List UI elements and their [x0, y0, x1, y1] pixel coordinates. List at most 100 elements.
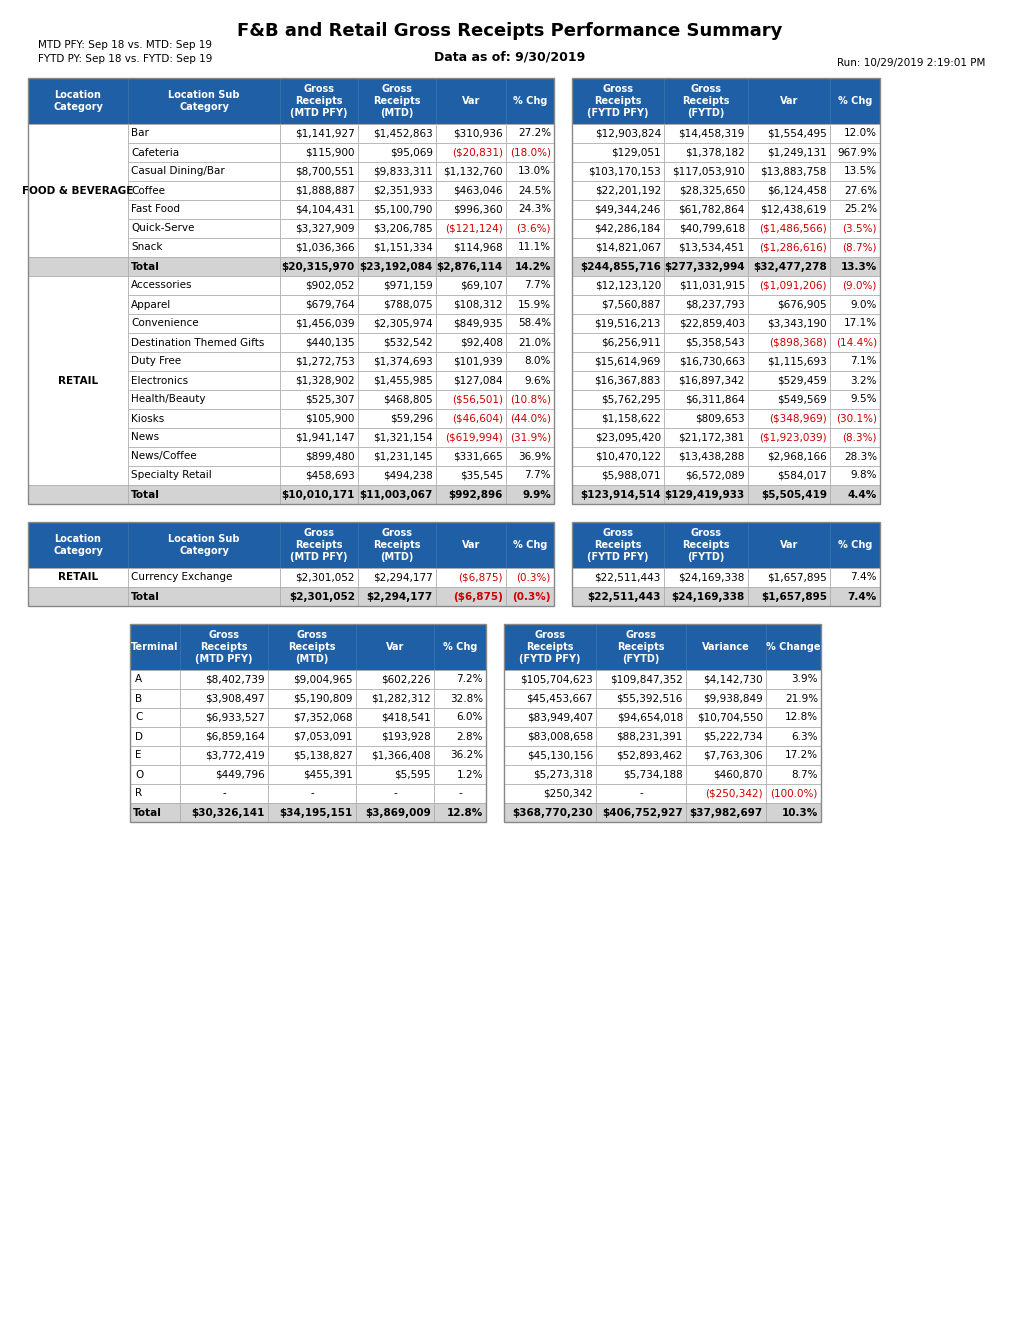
Text: 9.8%: 9.8%	[850, 470, 876, 480]
Text: $418,541: $418,541	[381, 713, 431, 722]
Text: ($20,831): ($20,831)	[451, 148, 502, 157]
Text: -: -	[392, 788, 396, 799]
Text: ($250,342): ($250,342)	[705, 788, 762, 799]
Bar	[435, 521, 505, 568]
Text: $22,859,403: $22,859,403	[678, 318, 744, 329]
Bar	[127, 294, 280, 314]
Text: ($898,368): ($898,368)	[768, 338, 826, 347]
Bar	[572, 294, 663, 314]
Text: $16,367,883: $16,367,883	[594, 375, 660, 385]
Bar	[435, 352, 505, 371]
Text: 8.7%: 8.7%	[791, 770, 817, 780]
Bar	[663, 162, 747, 181]
Bar	[686, 803, 765, 822]
Bar	[572, 78, 879, 504]
Text: 14.2%: 14.2%	[515, 261, 550, 272]
Bar	[829, 257, 879, 276]
Bar	[28, 78, 553, 504]
Bar	[686, 671, 765, 689]
Text: 25.2%: 25.2%	[843, 205, 876, 214]
Bar	[829, 371, 879, 389]
Text: $6,933,527: $6,933,527	[205, 713, 265, 722]
Bar	[356, 746, 433, 766]
Text: Terminal: Terminal	[131, 642, 178, 652]
Text: $16,897,342: $16,897,342	[678, 375, 744, 385]
Bar	[28, 257, 127, 276]
Text: $676,905: $676,905	[776, 300, 826, 309]
Text: $127,084: $127,084	[452, 375, 502, 385]
Text: $277,332,994: $277,332,994	[663, 261, 744, 272]
Bar	[765, 766, 820, 784]
Bar	[280, 352, 358, 371]
Text: 15.9%: 15.9%	[518, 300, 550, 309]
Text: (18.0%): (18.0%)	[510, 148, 550, 157]
Bar	[280, 587, 358, 606]
Bar	[747, 162, 829, 181]
Text: $5,222,734: $5,222,734	[702, 731, 762, 742]
Bar	[28, 568, 127, 587]
Bar	[127, 276, 280, 294]
Text: $37,982,697: $37,982,697	[689, 808, 762, 817]
Text: 9.9%: 9.9%	[522, 490, 550, 499]
Bar	[747, 219, 829, 238]
Bar	[829, 484, 879, 504]
Bar	[829, 276, 879, 294]
Text: News: News	[130, 433, 159, 442]
Bar	[572, 78, 663, 124]
Text: 7.7%: 7.7%	[524, 281, 550, 290]
Text: Kiosks: Kiosks	[130, 413, 164, 424]
Bar	[503, 727, 595, 746]
Bar	[129, 671, 179, 689]
Text: $1,249,131: $1,249,131	[766, 148, 826, 157]
Bar	[280, 428, 358, 447]
Text: $1,456,039: $1,456,039	[296, 318, 355, 329]
Bar	[268, 689, 356, 708]
Text: Gross
Receipts
(FYTD PFY): Gross Receipts (FYTD PFY)	[519, 631, 580, 664]
Bar	[747, 333, 829, 352]
Text: $108,312: $108,312	[452, 300, 502, 309]
Bar	[663, 257, 747, 276]
Bar	[280, 466, 358, 484]
Bar	[435, 181, 505, 201]
Text: $525,307: $525,307	[305, 395, 355, 404]
Bar	[505, 181, 553, 201]
Bar	[663, 428, 747, 447]
Text: 58.4%: 58.4%	[518, 318, 550, 329]
Bar	[356, 671, 433, 689]
Text: 1.2%: 1.2%	[457, 770, 483, 780]
Bar	[358, 143, 435, 162]
Bar	[663, 219, 747, 238]
Text: -: -	[639, 788, 642, 799]
Bar	[765, 784, 820, 803]
Text: $5,358,543: $5,358,543	[685, 338, 744, 347]
Bar	[435, 124, 505, 143]
Text: 9.6%: 9.6%	[524, 375, 550, 385]
Bar	[747, 389, 829, 409]
Text: 27.6%: 27.6%	[843, 186, 876, 195]
Bar	[747, 428, 829, 447]
Text: RETAIL: RETAIL	[58, 573, 98, 582]
Text: $8,237,793: $8,237,793	[685, 300, 744, 309]
Bar	[747, 521, 829, 568]
Bar	[280, 78, 358, 124]
Bar	[127, 162, 280, 181]
Bar	[663, 314, 747, 333]
Text: $10,704,550: $10,704,550	[696, 713, 762, 722]
Bar	[435, 78, 505, 124]
Text: $3,343,190: $3,343,190	[766, 318, 826, 329]
Text: (30.1%): (30.1%)	[836, 413, 876, 424]
Text: 32.8%: 32.8%	[449, 693, 483, 704]
Text: FYTD PY: Sep 18 vs. FYTD: Sep 19: FYTD PY: Sep 18 vs. FYTD: Sep 19	[38, 54, 212, 63]
Text: $2,301,052: $2,301,052	[296, 573, 355, 582]
Bar	[280, 371, 358, 389]
Bar	[127, 352, 280, 371]
Text: $14,821,067: $14,821,067	[594, 243, 660, 252]
Bar	[435, 587, 505, 606]
Bar	[663, 568, 747, 587]
Bar	[358, 428, 435, 447]
Text: D: D	[135, 731, 143, 742]
Bar	[435, 276, 505, 294]
Bar	[179, 803, 268, 822]
Text: Var: Var	[462, 540, 480, 550]
Bar	[433, 727, 485, 746]
